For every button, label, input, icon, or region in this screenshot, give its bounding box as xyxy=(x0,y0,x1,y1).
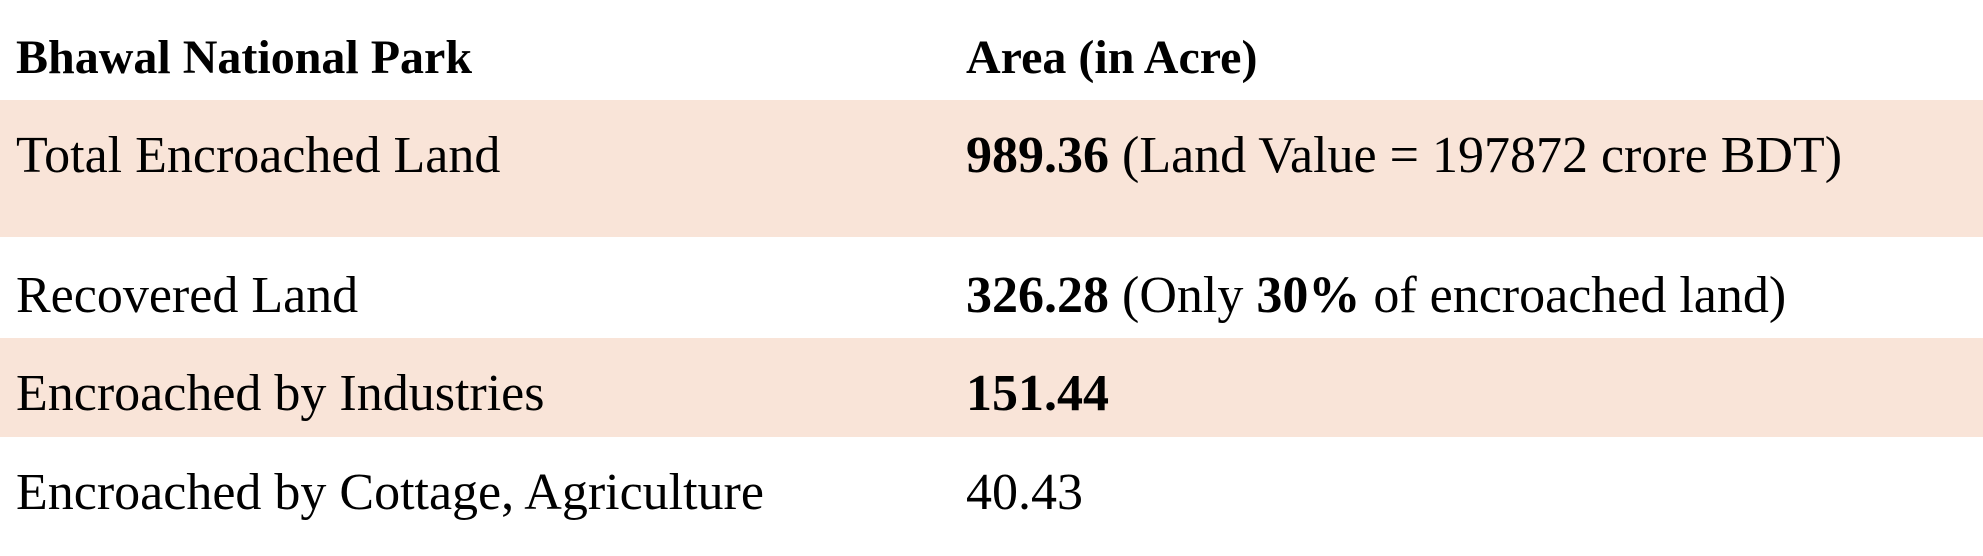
table-row-recovered: Recovered Land 326.28 (Only 30% of encro… xyxy=(0,237,1983,338)
area-value: 326.28 xyxy=(966,267,1109,324)
row-label: Total Encroached Land xyxy=(16,127,501,184)
row-label: Encroached by Cottage, Agriculture xyxy=(16,464,764,521)
row-value: 326.28 (Only 30% of encroached land) xyxy=(966,266,1786,325)
area-value: 151.44 xyxy=(966,365,1109,422)
percent-value: 30% xyxy=(1256,267,1361,324)
area-value: 989.36 xyxy=(966,127,1109,184)
table-row-cottage-agriculture: Encroached by Cottage, Agriculture 40.43 xyxy=(0,437,1983,556)
row-value: 989.36 (Land Value = 197872 crore BDT) xyxy=(966,126,1842,185)
land-value-note: (Land Value = 197872 crore BDT) xyxy=(1109,127,1843,184)
row-label: Encroached by Industries xyxy=(16,365,545,422)
header-park-name: Bhawal National Park xyxy=(16,31,473,84)
note-prefix: (Only xyxy=(1109,267,1257,324)
table-header-row: Bhawal National Park Area (in Acre) xyxy=(0,0,1983,100)
row-value: 151.44 xyxy=(966,364,1109,423)
header-area-unit: Area (in Acre) xyxy=(966,31,1258,84)
note-suffix: of encroached land) xyxy=(1360,267,1787,324)
table-row-total-encroached: Total Encroached Land 989.36 (Land Value… xyxy=(0,100,1983,237)
table-row-industries: Encroached by Industries 151.44 xyxy=(0,338,1983,437)
area-value: 40.43 xyxy=(966,464,1083,521)
row-label: Recovered Land xyxy=(16,267,359,324)
